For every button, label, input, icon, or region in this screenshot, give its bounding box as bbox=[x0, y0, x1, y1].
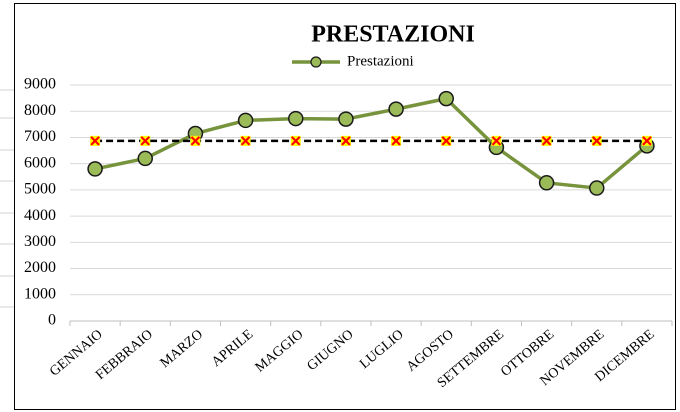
x-marker-cross bbox=[391, 136, 401, 146]
point bbox=[589, 180, 605, 196]
point bbox=[538, 175, 555, 191]
x-marker-cross bbox=[290, 136, 301, 146]
x-marker-cross bbox=[240, 136, 251, 146]
x-marker-cross bbox=[491, 136, 502, 146]
chart-frame bbox=[14, 3, 676, 410]
legend-label: Prestazioni bbox=[347, 53, 414, 69]
x-marker bbox=[441, 135, 452, 146]
y-tick-label: 7000 bbox=[24, 128, 56, 145]
x-marker-cross bbox=[341, 136, 351, 146]
chart-title: PRESTAZIONI bbox=[311, 22, 475, 48]
x-marker-cross bbox=[642, 136, 652, 146]
point bbox=[237, 112, 254, 129]
y-tick-label: 0 bbox=[48, 312, 56, 329]
y-tick-label: 2000 bbox=[24, 259, 56, 276]
x-marker bbox=[90, 135, 101, 146]
point bbox=[388, 101, 404, 117]
x-marker bbox=[340, 135, 351, 146]
y-tick-label: 1000 bbox=[24, 285, 56, 302]
y-tick-label: 9000 bbox=[24, 76, 56, 93]
point bbox=[338, 111, 354, 127]
sheet-cells bbox=[0, 89, 14, 308]
x-marker-cross bbox=[591, 136, 602, 146]
x-marker bbox=[541, 135, 552, 146]
x-marker-cross bbox=[541, 136, 552, 146]
x-marker-cross bbox=[441, 136, 452, 146]
legend-marker bbox=[310, 56, 322, 68]
x-marker bbox=[290, 135, 301, 146]
point bbox=[288, 110, 304, 127]
point bbox=[87, 161, 103, 177]
x-marker bbox=[591, 135, 602, 146]
x-marker-cross bbox=[90, 136, 100, 146]
x-marker bbox=[391, 135, 402, 146]
y-tick-label: 3000 bbox=[24, 233, 56, 250]
y-tick-label: 8000 bbox=[24, 102, 56, 119]
x-marker bbox=[190, 135, 201, 146]
x-marker bbox=[240, 135, 251, 146]
point bbox=[137, 150, 153, 167]
y-tick-label: 4000 bbox=[24, 207, 56, 224]
y-tick-label: 6000 bbox=[24, 154, 56, 171]
x-marker-cross bbox=[190, 136, 201, 146]
x-marker bbox=[641, 135, 652, 146]
point bbox=[438, 90, 454, 107]
y-tick-label: 5000 bbox=[24, 181, 56, 198]
x-marker bbox=[140, 135, 151, 146]
series-line bbox=[94, 96, 649, 190]
x-marker-cross bbox=[140, 136, 151, 146]
x-marker bbox=[491, 135, 502, 146]
